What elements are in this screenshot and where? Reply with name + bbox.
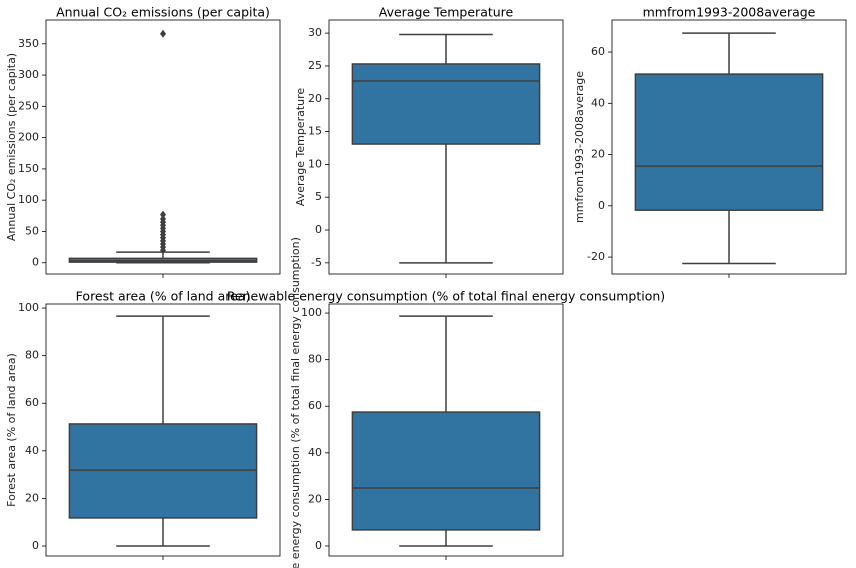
subplot-title: Average Temperature [379,5,514,20]
y-tick-label: 50 [25,224,39,237]
y-tick-label: 30 [308,26,322,39]
y-tick-label: -5 [311,256,322,269]
y-axis-label: Forest area (% of land area) [5,353,18,507]
y-tick-label: 20 [308,92,322,105]
y-axis-label: Renewable energy consumption (% of total… [289,237,302,568]
y-tick-label: 20 [591,148,605,161]
y-tick-label: 350 [18,37,39,50]
y-tick-label: 10 [308,157,322,170]
subplot-title: Forest area (% of land area) [76,289,251,304]
y-tick-label: 25 [308,59,322,72]
y-tick-label: 40 [308,446,322,459]
y-axis-label: Average Temperature [294,88,307,207]
y-tick-label: 100 [301,306,322,319]
subplot-title: mmfrom1993-2008average [643,5,816,20]
y-tick-label: 15 [308,125,322,138]
y-tick-label: 300 [18,68,39,81]
y-tick-label: 0 [32,539,39,552]
y-tick-label: 20 [308,492,322,505]
y-tick-label: 0 [598,199,605,212]
box [351,63,541,145]
y-tick-label: 80 [308,353,322,366]
subplot-title: Annual CO₂ emissions (per capita) [56,5,270,20]
y-axis-label: mmfrom1993-2008average [573,71,586,223]
box [634,73,824,211]
flier [160,246,166,255]
y-tick-label: 60 [591,45,605,58]
y-tick-label: 80 [25,349,39,362]
y-tick-label: 20 [25,491,39,504]
box [68,423,258,519]
y-tick-label: 150 [18,162,39,175]
y-tick-label: 5 [315,190,322,203]
flier [160,210,166,219]
y-tick-label: 40 [25,444,39,457]
y-tick-label: 250 [18,99,39,112]
y-tick-label: 40 [591,96,605,109]
y-tick-label: -20 [587,250,605,263]
y-tick-label: 200 [18,131,39,144]
y-tick-label: 100 [18,301,39,314]
y-tick-label: 100 [18,193,39,206]
y-tick-label: 0 [32,256,39,269]
y-tick-label: 60 [308,399,322,412]
y-axis-label: Annual CO₂ emissions (per capita) [5,53,18,241]
y-tick-label: 0 [315,539,322,552]
y-tick-label: 0 [315,223,322,236]
subplot-title: Renewable energy consumption (% of total… [227,289,665,304]
box [351,411,541,531]
flier [160,29,166,38]
y-tick-label: 60 [25,396,39,409]
